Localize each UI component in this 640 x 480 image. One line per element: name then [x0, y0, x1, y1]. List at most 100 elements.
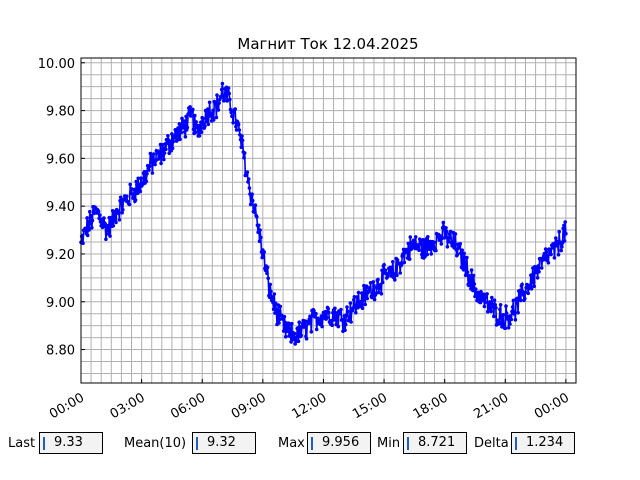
x-tick-label: 03:00 — [108, 390, 148, 422]
data-point — [312, 309, 316, 313]
data-point — [395, 273, 399, 278]
data-point — [166, 134, 170, 138]
data-point — [246, 177, 251, 181]
data-point — [89, 213, 93, 218]
data-point — [116, 209, 121, 213]
chart-title: Магнит Ток 12.04.2025 — [237, 35, 418, 53]
data-point — [217, 101, 221, 105]
data-point — [484, 295, 489, 300]
data-point — [286, 329, 290, 334]
text-cursor — [311, 437, 313, 450]
data-point — [521, 293, 526, 297]
data-point — [358, 300, 363, 304]
data-point — [365, 296, 370, 301]
text-cursor — [407, 437, 409, 450]
data-point — [213, 100, 218, 104]
text-cursor — [43, 437, 45, 450]
data-point — [526, 291, 530, 296]
data-point — [539, 266, 544, 270]
data-point — [185, 125, 190, 130]
data-point — [224, 94, 228, 98]
data-point — [206, 122, 211, 127]
data-point — [372, 283, 376, 288]
data-point — [153, 162, 157, 167]
data-point — [508, 314, 513, 318]
data-point — [193, 113, 197, 118]
data-point — [399, 263, 404, 267]
data-point — [510, 305, 515, 309]
data-point — [453, 243, 457, 248]
data-point — [516, 310, 520, 315]
data-point — [531, 280, 536, 285]
data-point — [273, 301, 278, 306]
data-point — [564, 231, 568, 236]
data-point — [486, 309, 490, 314]
data-point — [134, 179, 138, 184]
data-point — [312, 315, 317, 319]
data-point — [191, 107, 195, 112]
data-point — [556, 244, 560, 248]
data-point — [88, 222, 93, 226]
y-tick-label: 9.60 — [46, 152, 75, 167]
data-point — [199, 120, 203, 124]
last-value-field[interactable]: 9.33 — [39, 432, 103, 454]
data-point — [471, 288, 475, 293]
data-point — [282, 314, 287, 319]
data-point — [258, 228, 262, 232]
data-point — [448, 229, 453, 234]
data-point — [179, 130, 184, 135]
data-point — [339, 307, 343, 312]
data-point — [356, 290, 361, 295]
data-point — [359, 303, 364, 307]
data-point — [329, 318, 334, 323]
data-point — [211, 118, 216, 122]
delta-value-field[interactable]: 1.234 — [511, 432, 575, 454]
data-point — [147, 164, 152, 168]
data-point — [127, 202, 132, 207]
data-point — [214, 115, 219, 120]
data-point — [314, 311, 318, 316]
data-point — [205, 107, 210, 111]
data-point — [498, 307, 502, 312]
data-point — [485, 292, 489, 296]
data-point — [333, 306, 337, 311]
x-tick-label: 12:00 — [290, 390, 330, 422]
mean-value-field[interactable]: 9.32 — [192, 432, 256, 454]
data-point — [352, 298, 356, 302]
data-point — [439, 242, 444, 246]
data-point — [453, 232, 458, 236]
data-point — [90, 225, 94, 230]
data-point — [469, 268, 474, 272]
data-point — [162, 151, 167, 155]
data-point — [237, 128, 242, 132]
data-point — [302, 323, 307, 328]
data-point — [372, 297, 377, 302]
max-value-field[interactable]: 9.956 — [307, 432, 371, 454]
data-point — [336, 324, 341, 329]
data-point — [463, 273, 468, 278]
data-point — [535, 276, 540, 280]
data-point — [170, 132, 174, 136]
data-point — [471, 273, 476, 278]
data-point — [521, 289, 525, 294]
data-point — [130, 192, 134, 196]
text-cursor — [515, 437, 517, 450]
data-point — [379, 292, 384, 296]
min-value-field[interactable]: 8.721 — [403, 432, 467, 454]
data-point — [308, 314, 312, 319]
data-point — [338, 310, 343, 315]
y-tick-label: 9.00 — [46, 296, 75, 311]
data-point — [220, 87, 224, 92]
data-point — [236, 122, 241, 127]
max-label: Max — [278, 436, 305, 451]
data-point — [180, 116, 184, 121]
data-point — [368, 288, 372, 292]
data-point — [193, 130, 198, 134]
data-point — [376, 290, 381, 295]
data-point — [547, 248, 552, 252]
data-point — [160, 143, 165, 147]
data-point — [248, 202, 253, 207]
x-tick-label: 00:00 — [47, 390, 87, 422]
data-point — [534, 268, 539, 272]
data-point — [348, 301, 353, 305]
